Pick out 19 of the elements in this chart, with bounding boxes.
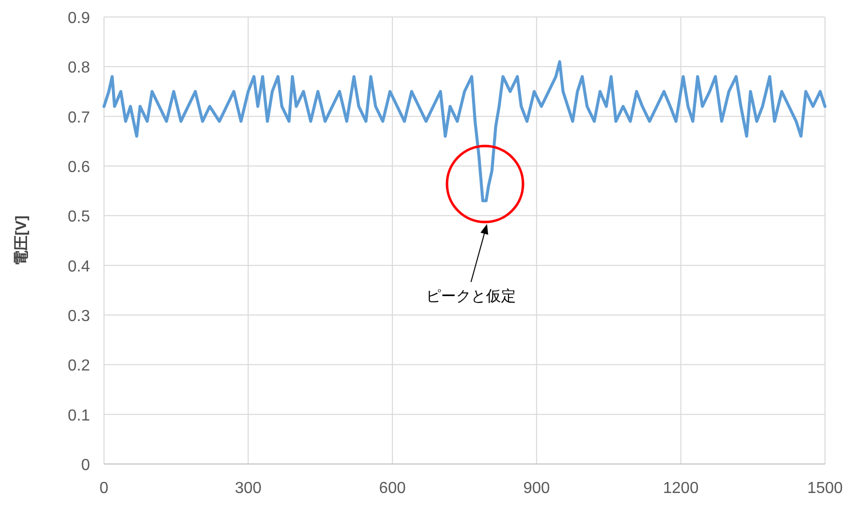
x-tick-label: 600 <box>379 480 406 497</box>
x-tick-label: 1500 <box>807 480 843 497</box>
y-tick-label: 0.3 <box>68 308 90 325</box>
x-tick-label: 1200 <box>663 480 699 497</box>
annotation: ピークと仮定 <box>426 288 516 305</box>
y-tick-label: 0.9 <box>68 10 90 27</box>
y-tick-label: 0.5 <box>68 208 90 226</box>
y-tick-label: 0 <box>81 457 90 474</box>
y-tick-label: 0.1 <box>68 407 90 424</box>
y-tick-label: 0.2 <box>68 358 90 375</box>
y-tick-label: 0.4 <box>68 258 90 276</box>
y-tick-label: 0.6 <box>68 159 90 176</box>
x-tick-label: 300 <box>234 480 262 497</box>
x-tick-label: 0 <box>100 480 109 497</box>
y-axis-title: 電圧[V] <box>13 216 30 266</box>
line-series <box>102 60 826 202</box>
y-tick-label: 0.7 <box>68 109 90 126</box>
y-tick-label: 0.8 <box>68 60 90 77</box>
x-tick-label: 900 <box>523 480 550 497</box>
